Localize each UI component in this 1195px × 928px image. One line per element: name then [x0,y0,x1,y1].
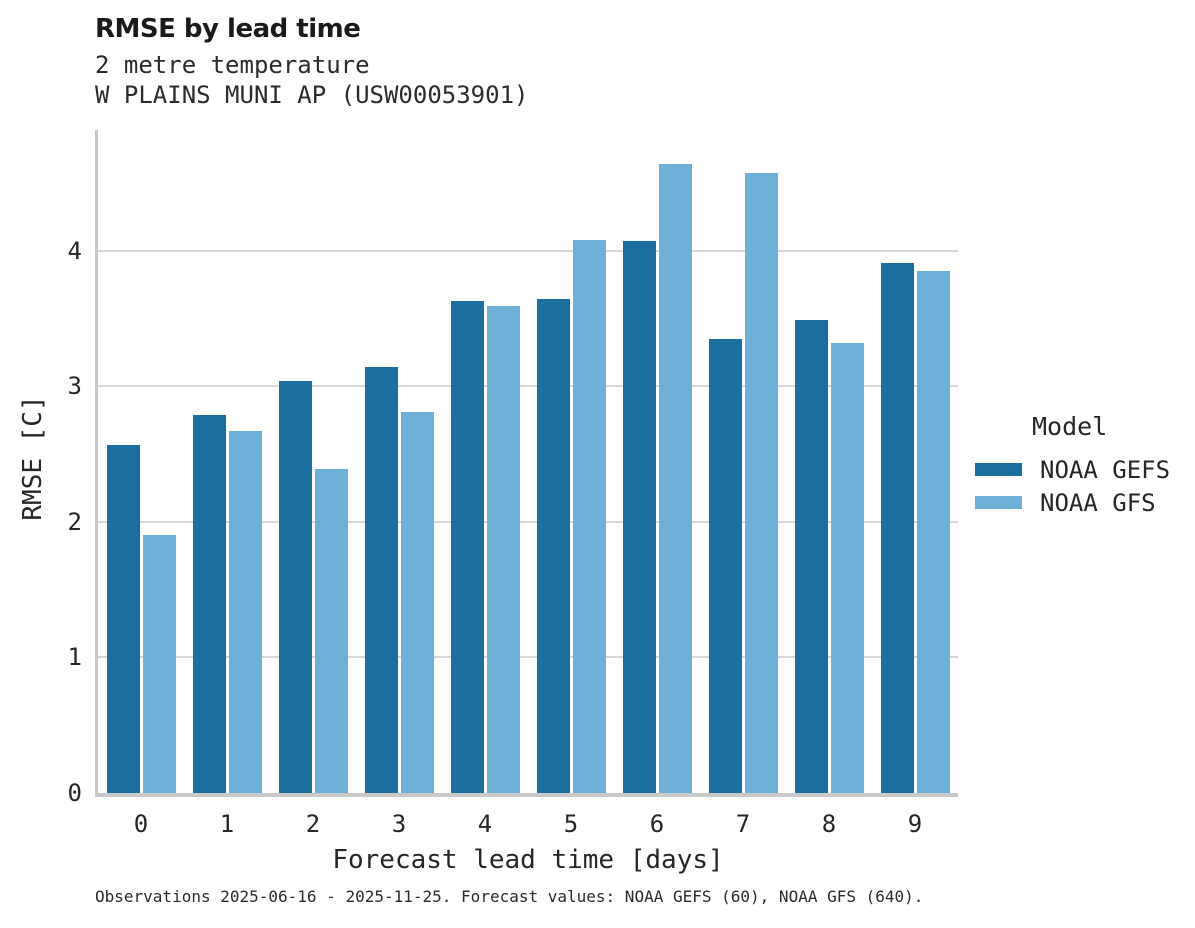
x-tick-label-1: 1 [219,810,235,838]
y-tick-label-0: 0 [67,779,82,807]
gridline-3 [98,385,958,388]
bar-noaa-gefs-lead-0 [106,444,140,793]
x-tick-label-6: 6 [649,810,665,838]
x-tick-label-4: 4 [477,810,493,838]
chart-title: RMSE by lead time [95,14,361,44]
legend-label-gfs: NOAA GFS [1040,488,1156,517]
legend-label-gefs: NOAA GEFS [1040,455,1171,484]
bar-noaa-gefs-lead-5 [536,299,570,793]
bar-noaa-gfs-lead-0 [142,535,176,793]
bar-noaa-gefs-lead-4 [450,300,484,793]
bar-noaa-gfs-lead-7 [744,173,778,793]
chart-subtitle-variable: 2 metre temperature [95,51,370,79]
plot-area: 0 1 2 3 4 0 1 2 3 4 5 6 7 8 9 [68,130,958,838]
x-tick-label-7: 7 [735,810,751,838]
x-tick-label-2: 2 [305,810,321,838]
x-axis-line [95,793,958,797]
bar-noaa-gfs-lead-8 [830,342,864,793]
x-axis-label: Forecast lead time [days] [332,845,724,875]
bar-noaa-gefs-lead-9 [880,262,914,793]
y-tick-label-1: 1 [67,643,82,672]
bar-noaa-gfs-lead-2 [314,468,348,793]
legend-swatch-gfs [975,496,1022,509]
bar-noaa-gefs-lead-3 [364,367,398,793]
bar-noaa-gefs-lead-6 [622,241,656,793]
x-tick-label-8: 8 [821,810,837,838]
legend-title: Model [1032,412,1108,441]
title-block: RMSE by lead time 2 metre temperature W … [95,14,528,110]
bar-noaa-gfs-lead-5 [572,239,606,793]
gridline-1 [98,656,958,659]
x-tick-label-3: 3 [391,810,407,838]
y-tick-label-3: 3 [67,372,82,401]
bar-noaa-gfs-lead-9 [916,271,950,793]
bar-noaa-gfs-lead-4 [486,306,520,793]
y-tick-label-2: 2 [67,507,82,536]
x-tick-label-9: 9 [907,810,923,838]
gridline-2 [98,520,958,523]
bar-noaa-gefs-lead-2 [278,380,312,793]
legend: Model NOAA GEFS NOAA GFS [975,412,1170,519]
bar-noaa-gfs-lead-3 [400,412,434,793]
y-axis-line [95,130,98,793]
gridline-4 [98,249,958,252]
y-axis-label: RMSE [C] [18,395,48,521]
legend-entry-gefs: NOAA GEFS [975,453,1170,486]
x-tick-label-0: 0 [133,810,149,838]
bar-noaa-gfs-lead-1 [228,431,262,793]
bar-noaa-gfs-lead-6 [658,163,692,793]
legend-entry-gfs: NOAA GFS [975,486,1170,519]
y-tick-label-4: 4 [67,236,82,265]
bar-noaa-gefs-lead-8 [794,319,828,793]
legend-swatch-gefs [975,463,1022,476]
bar-noaa-gefs-lead-7 [708,338,742,793]
x-tick-label-5: 5 [563,810,579,838]
caption: Observations 2025-06-16 - 2025-11-25. Fo… [95,887,924,906]
bar-noaa-gefs-lead-1 [192,414,226,793]
chart-subtitle-station: W PLAINS MUNI AP (USW00053901) [95,81,529,109]
